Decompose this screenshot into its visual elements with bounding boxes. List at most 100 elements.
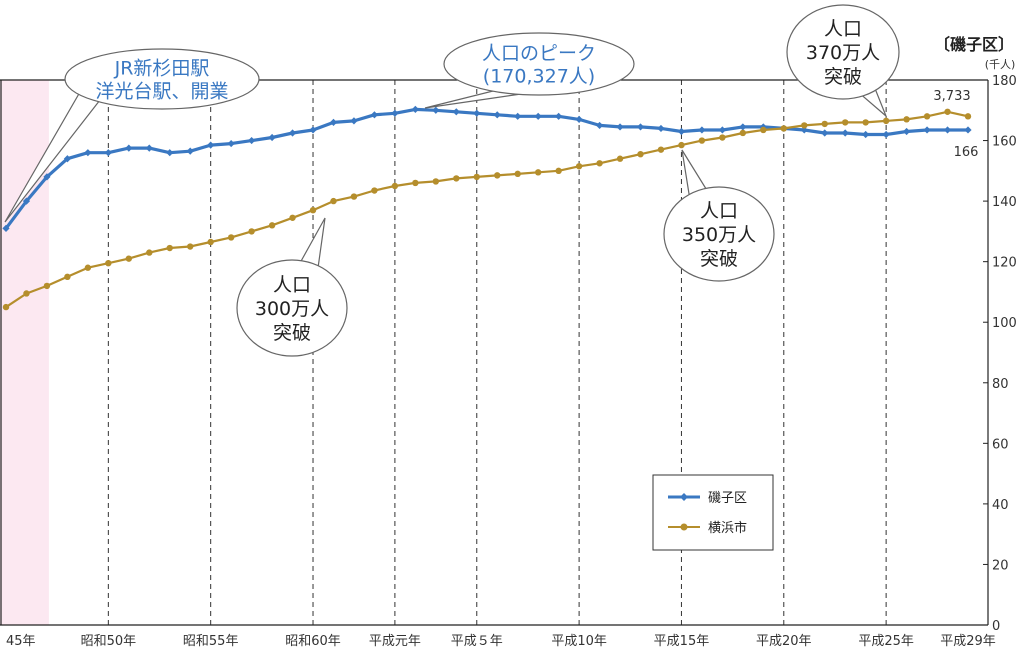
legend-label: 磯子区	[708, 491, 747, 506]
data-point	[309, 126, 317, 134]
data-point	[227, 234, 235, 241]
callout-bubble	[236, 259, 348, 357]
data-point	[309, 206, 317, 214]
data-point	[473, 109, 481, 117]
data-point	[84, 149, 92, 157]
data-point	[514, 112, 522, 120]
data-point	[43, 282, 51, 290]
callout-text: 突破	[700, 248, 738, 270]
callout-seam	[300, 265, 318, 271]
y-tick-label: 140	[992, 195, 1017, 210]
callout-seam	[690, 195, 708, 203]
data-point	[125, 255, 133, 262]
callout-text: 突破	[273, 322, 311, 344]
callout-peak: 人口のピーク(170,327人)	[424, 32, 635, 109]
data-point	[944, 108, 951, 115]
callout-text: JR新杉田駅	[114, 58, 210, 80]
callout-text: 人口	[700, 200, 738, 222]
data-point	[227, 139, 235, 148]
data-point	[104, 149, 112, 157]
data-point	[534, 169, 542, 176]
data-point	[636, 123, 645, 131]
data-point	[432, 178, 440, 185]
callout-text: 人口のピーク	[482, 43, 596, 65]
data-point	[63, 155, 72, 163]
data-point	[412, 179, 419, 187]
data-point	[882, 117, 890, 125]
chart-title: 〔磯子区〕	[934, 35, 1014, 54]
data-point	[2, 303, 10, 311]
callout-seam	[858, 83, 874, 89]
data-point	[452, 108, 460, 116]
data-point	[800, 126, 808, 134]
data-point	[964, 113, 972, 120]
legend-box	[652, 474, 774, 551]
data-point	[903, 116, 910, 123]
data-point	[575, 115, 583, 123]
data-point	[821, 120, 828, 128]
data-point	[923, 113, 931, 120]
x-tick-label: 平成29年	[940, 634, 996, 649]
data-point	[739, 129, 747, 137]
axes-layer: 0 20 40 60 80 100 120 140 160 180 (千人) 〔磯子区〕 45年 昭和50…	[0, 35, 1017, 649]
x-tick-label: 平成25年	[858, 634, 914, 649]
data-point	[739, 123, 747, 131]
data-point	[84, 264, 92, 271]
data-point	[841, 119, 849, 126]
callout-text: 人口	[273, 274, 311, 296]
callout-text: 370万人	[806, 42, 880, 64]
data-point	[698, 126, 706, 134]
data-point	[370, 111, 379, 119]
data-point	[780, 125, 787, 132]
data-point	[350, 117, 358, 125]
data-point	[187, 243, 194, 250]
data-point	[801, 122, 808, 129]
callout-seam	[80, 89, 100, 97]
data-point	[494, 172, 501, 179]
x-tick-label: 昭和55年	[183, 634, 239, 649]
callout-bubble	[64, 48, 260, 110]
data-point	[329, 118, 338, 126]
data-point	[902, 127, 911, 136]
legend-label: 横浜市	[708, 520, 747, 536]
data-point	[268, 133, 276, 142]
data-point	[657, 124, 665, 133]
callout-bubble	[663, 186, 775, 282]
data-point	[186, 147, 194, 155]
series-yokohama	[2, 108, 972, 311]
data-point	[350, 193, 358, 200]
data-point	[289, 214, 296, 221]
data-point	[943, 126, 952, 134]
data-point	[2, 224, 10, 232]
data-point	[555, 167, 562, 175]
legend-marker	[680, 523, 688, 531]
x-tick-label: 平成15年	[654, 634, 710, 649]
x-tick-label: 平成５年	[451, 634, 503, 649]
data-point	[125, 144, 133, 152]
series-isogo	[2, 105, 972, 232]
callout-text: 人口	[824, 18, 862, 40]
y-tick-label: 180	[992, 74, 1017, 89]
callout-seam	[505, 85, 528, 91]
callout-bubble	[443, 32, 635, 96]
data-point	[22, 197, 31, 205]
data-point	[964, 126, 972, 134]
end-label-isogo: 166	[954, 145, 979, 160]
data-point	[677, 127, 686, 136]
data-point	[841, 129, 849, 137]
data-point	[719, 134, 726, 141]
label-layer: 3,733 166	[933, 89, 978, 160]
data-point	[145, 144, 153, 152]
data-point	[862, 119, 869, 126]
data-point	[166, 244, 173, 252]
data-point	[637, 150, 644, 158]
callout-text: (170,327人)	[483, 66, 595, 88]
data-point	[43, 173, 51, 181]
series-layer	[2, 105, 972, 311]
data-point	[248, 136, 256, 145]
x-tick-label: 45年	[6, 634, 36, 649]
callout-layer: JR新杉田駅洋光台駅、開業人口のピーク(170,327人)人口300万人突破人口…	[4, 4, 900, 357]
